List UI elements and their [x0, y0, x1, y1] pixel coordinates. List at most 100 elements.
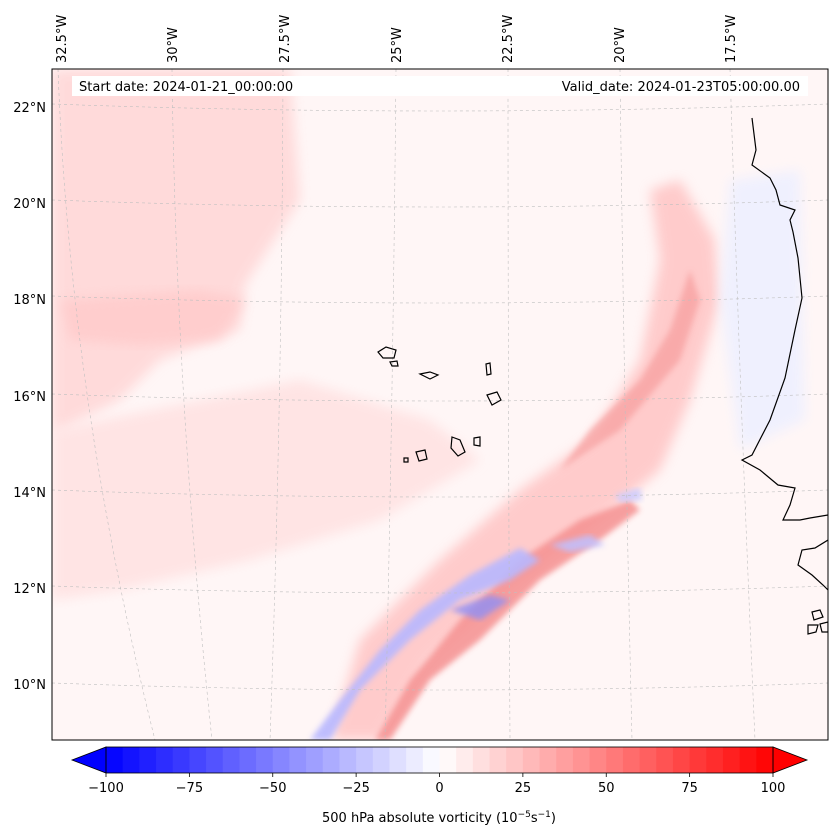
colorbar-segment	[506, 747, 524, 773]
colorbar-segment	[272, 747, 291, 773]
vorticity-negative-band	[310, 548, 540, 740]
lon-label-27-5w: 27.5°W	[278, 15, 293, 63]
lon-label-30w: 30°W	[166, 27, 181, 63]
colorbar-segment	[222, 747, 240, 773]
cape-verde-brava	[403, 457, 409, 463]
cape-verde-fogo	[415, 449, 428, 462]
bissagos-islands	[811, 609, 824, 621]
vorticity-negative-spot	[615, 488, 642, 502]
africa-coast-south	[797, 539, 828, 591]
longitude-labels: 32.5°W 30°W 27.5°W 25°W 22.5°W 20°W 17.5…	[55, 15, 739, 63]
colorbar-segment	[589, 747, 607, 773]
cape-verde-sao-nicolau	[418, 371, 440, 380]
colorbar-label-end: )	[551, 811, 556, 826]
colorbar-segment	[522, 747, 541, 773]
colorbar-label-exp1: −5	[518, 810, 531, 820]
colorbar-tick-label: 50	[598, 781, 615, 796]
colorbar-segment	[122, 747, 140, 773]
vorticity-negative-core	[450, 595, 510, 620]
colorbar-label-exp2: −1	[538, 810, 551, 820]
lon-label-25w: 25°W	[390, 27, 405, 63]
colorbar-tick-label: 75	[681, 781, 698, 796]
vorticity-positive-jet-outer	[330, 180, 720, 740]
lat-label-20n: 20°N	[13, 197, 46, 212]
colorbar-segment	[439, 747, 457, 773]
colorbar-segment	[322, 747, 341, 773]
colorbar-segment	[489, 747, 507, 773]
meridian-30w	[171, 69, 213, 740]
parallel-16n	[52, 393, 828, 402]
graticule	[52, 69, 828, 740]
cape-verde-sal	[485, 362, 492, 376]
colorbar-segment	[139, 747, 157, 773]
lat-label-16n: 16°N	[13, 390, 46, 405]
colorbar-segment	[306, 747, 324, 773]
colorbar-segment	[672, 747, 691, 773]
vorticity-positive-west-core	[60, 290, 245, 345]
colorbar-segment	[556, 747, 574, 773]
lat-label-12n: 12°N	[13, 582, 46, 597]
lon-label-17-5w: 17.5°W	[724, 15, 739, 63]
colorbar-segment	[189, 747, 207, 773]
cape-verde-maio	[473, 436, 481, 447]
vorticity-positive-band	[52, 380, 480, 600]
colorbar-segment	[739, 747, 757, 773]
map-panel[interactable]: Start date: 2024-01-21_00:00:00 Valid_da…	[51, 68, 829, 741]
colorbar-extend-min	[70, 746, 107, 774]
latitude-labels: 22°N 20°N 18°N 16°N 14°N 12°N 10°N	[13, 101, 46, 693]
colorbar-segment	[156, 747, 174, 773]
lon-label-20w: 20°W	[613, 27, 628, 63]
colorbar-tick-label: 100	[761, 781, 786, 796]
colorbar-segment	[606, 747, 624, 773]
colorbar-segment	[289, 747, 307, 773]
colorbar-segment	[722, 747, 741, 773]
bissagos-islands-2	[807, 624, 819, 635]
colorbar-label-mid: s	[531, 811, 538, 826]
colorbar: −100 −75 −50 −25 0 25 50 75 100 500 hPa absolute…	[70, 746, 809, 826]
lon-label-22-5w: 22.5°W	[501, 15, 516, 63]
colorbar-segment	[356, 747, 374, 773]
parallel-14n	[52, 489, 828, 498]
colorbar-segment	[206, 747, 224, 773]
cape-verde-santiago	[450, 436, 466, 457]
colorbar-segment	[256, 747, 274, 773]
lat-label-14n: 14°N	[13, 486, 46, 501]
bissagos-islands-3	[819, 621, 828, 633]
parallel-18n	[52, 295, 828, 304]
colorbar-tick-label: −25	[342, 781, 369, 796]
colorbar-tick-label: −50	[259, 781, 286, 796]
colorbar-segment	[539, 747, 557, 773]
parallel-20n	[52, 199, 828, 208]
vorticity-negative-east	[550, 535, 605, 552]
colorbar-tick-label: −75	[176, 781, 203, 796]
colorbar-segments	[106, 747, 774, 773]
cape-verde-santo-antao	[377, 346, 397, 359]
colorbar-segment	[239, 747, 257, 773]
start-date-text: Start date: 2024-01-21_00:00:00	[79, 80, 293, 95]
colorbar-segment	[422, 747, 441, 773]
vorticity-positive-jet-north	[560, 270, 700, 470]
colorbar-segment	[706, 747, 724, 773]
header-box	[72, 76, 808, 96]
lat-label-10n: 10°N	[13, 678, 46, 693]
vorticity-field	[52, 69, 805, 740]
colorbar-label-main: 500 hPa absolute vorticity (10	[322, 811, 518, 826]
colorbar-segment	[406, 747, 424, 773]
colorbar-segment	[472, 747, 491, 773]
colorbar-segment	[172, 747, 190, 773]
colorbar-segment	[389, 747, 407, 773]
coastlines	[377, 117, 828, 635]
colorbar-tick-label: 25	[515, 781, 532, 796]
parallel-10n	[52, 682, 828, 691]
colorbar-segment	[639, 747, 657, 773]
colorbar-segment	[572, 747, 591, 773]
colorbar-segment	[339, 747, 357, 773]
parallel-22n	[52, 103, 828, 112]
colorbar-segment	[622, 747, 641, 773]
colorbar-segment	[106, 747, 124, 773]
valid-date-text: Valid_date: 2024-01-23T05:00:00.00	[562, 80, 800, 95]
lat-label-18n: 18°N	[13, 293, 46, 308]
colorbar-tick-label: −100	[88, 781, 124, 796]
colorbar-extend-max	[772, 746, 809, 774]
